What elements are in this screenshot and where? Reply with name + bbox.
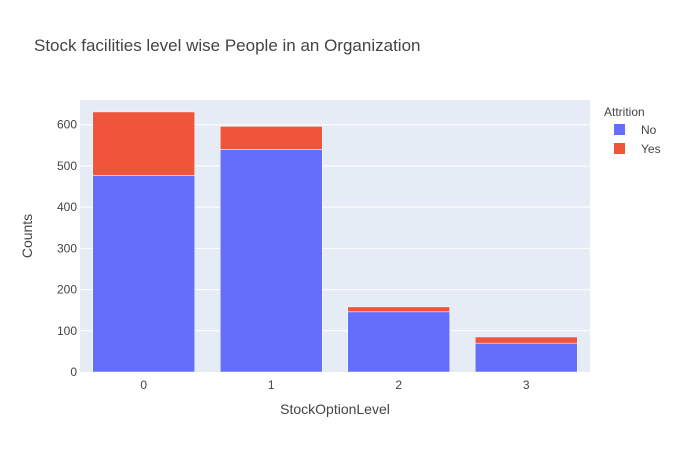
bar-no-3[interactable] [475, 342, 578, 373]
legend: Attrition No Yes [604, 105, 661, 156]
legend-item-no[interactable]: No [614, 123, 657, 137]
bar-yes-1[interactable] [220, 126, 323, 150]
y-tick-label: 400 [57, 200, 77, 214]
bar-yes-0[interactable] [92, 111, 195, 176]
x-tick-label: 0 [140, 378, 147, 392]
y-tick-label: 500 [57, 159, 77, 173]
y-axis-title: Counts [19, 214, 35, 258]
x-tick-label: 1 [268, 378, 275, 392]
bar-yes-3[interactable] [475, 336, 578, 344]
x-axis-ticks: 0 1 2 3 [140, 378, 530, 392]
chart-title: Stock facilities level wise People in an… [34, 36, 420, 55]
x-tick-label: 2 [395, 378, 402, 392]
x-tick-label: 3 [523, 378, 530, 392]
y-tick-label: 300 [57, 241, 77, 255]
bar-no-1[interactable] [220, 149, 323, 373]
bar-no-0[interactable] [92, 175, 195, 373]
legend-label: No [641, 123, 657, 137]
legend-swatch [614, 143, 625, 154]
bars [92, 111, 578, 373]
bar-yes-2[interactable] [347, 306, 450, 313]
legend-label: Yes [641, 142, 661, 156]
y-tick-label: 0 [70, 365, 77, 379]
y-tick-label: 600 [57, 118, 77, 132]
y-tick-label: 200 [57, 283, 77, 297]
y-tick-label: 100 [57, 324, 77, 338]
y-axis-ticks: 0 100 200 300 400 500 600 [57, 118, 77, 379]
legend-item-yes[interactable]: Yes [614, 142, 661, 156]
legend-title: Attrition [604, 105, 645, 119]
legend-swatch [614, 124, 625, 135]
bar-no-2[interactable] [347, 311, 450, 373]
legend-items: No Yes [614, 123, 661, 156]
x-axis-title: StockOptionLevel [280, 401, 390, 417]
